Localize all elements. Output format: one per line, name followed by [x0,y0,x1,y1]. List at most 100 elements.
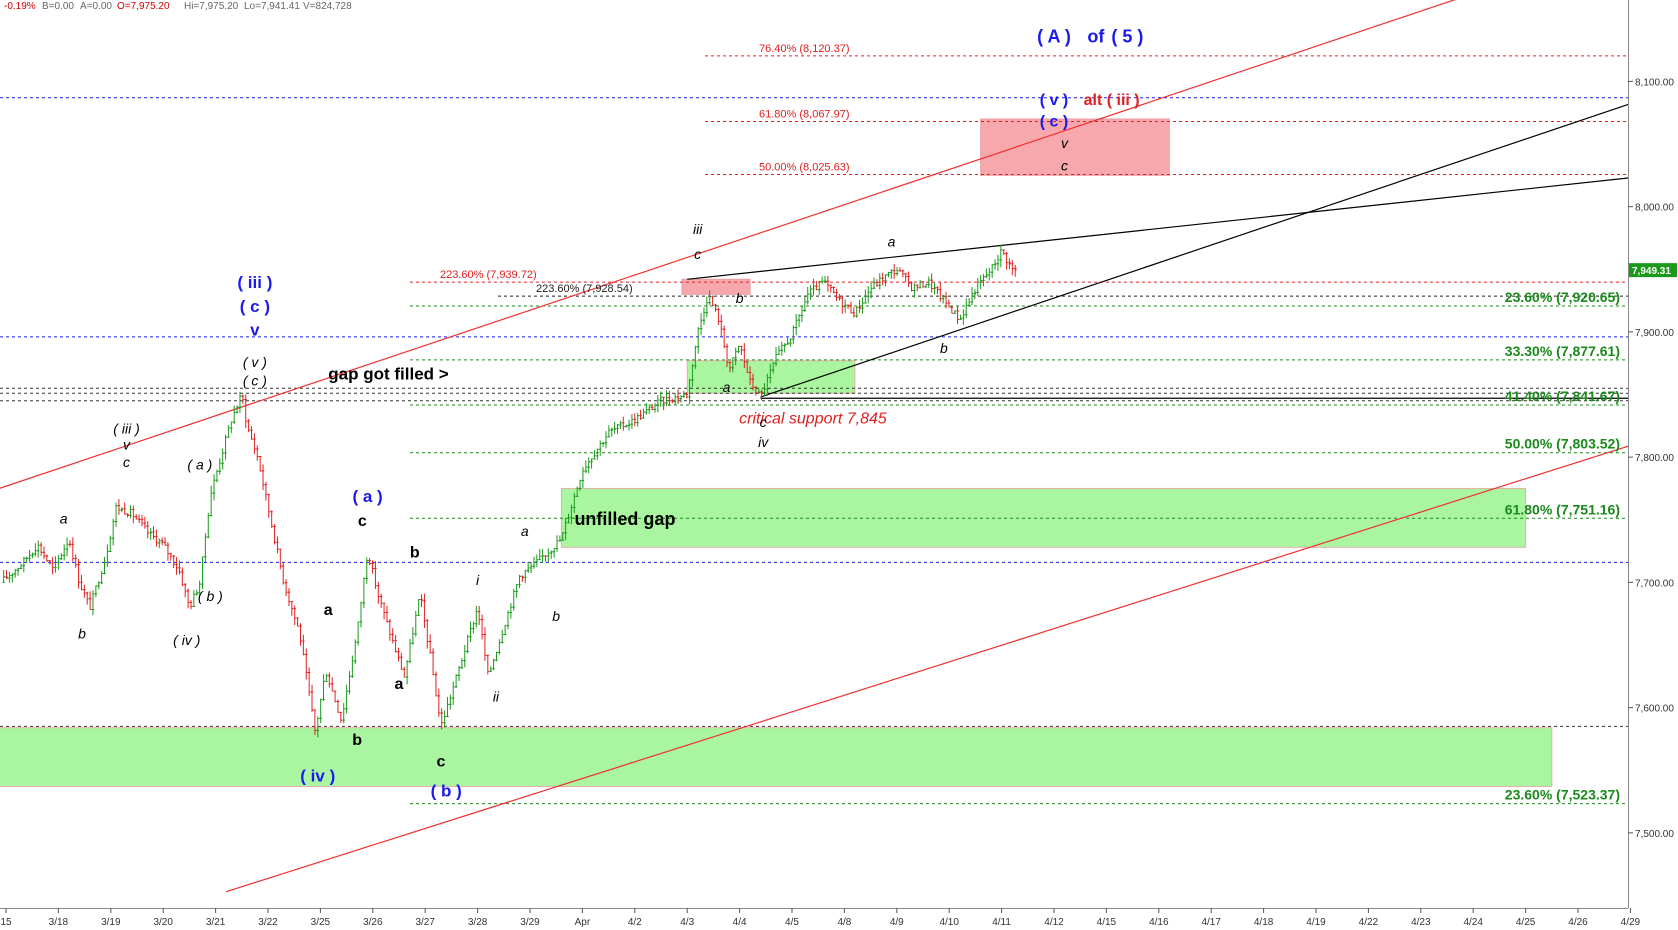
x-tick-label-0: 15 [0,917,12,928]
x-tick-label-22: 4/16 [1149,917,1169,928]
wave-label-7: ( c ) [1040,113,1068,130]
fib-label-8: 50.00% (8,025.63) [759,162,850,174]
x-tick-label-4: 3/21 [206,917,226,928]
header-low: Lo=7,941.41 [244,1,300,12]
x-tick-label-12: 4/2 [628,917,642,928]
header-bid: B=0.00 [42,1,74,12]
fib-label-3: 50.00% (7,803.52) [1505,436,1620,452]
trendline-2 [687,177,1628,280]
x-tick-label-28: 4/24 [1463,917,1483,928]
fib-label-10: 223.60% (7,928.54) [536,283,633,295]
wave-label-5: ( v ) [1040,92,1068,109]
header-ask: A=0.00 [80,1,112,12]
wave-label-4: ( 5 ) [1111,27,1143,47]
y-tick-label-1: 7,600.00 [1635,704,1674,715]
wave-label-1: critical support 7,845 [739,410,887,427]
x-tick-label-19: 4/11 [992,917,1011,928]
fib-label-7: 61.80% (8,067.97) [759,109,850,121]
x-tick-label-24: 4/18 [1254,917,1274,928]
x-tick-label-20: 4/12 [1044,917,1064,928]
zone-2 [0,727,1553,788]
wave-label-40: c [760,414,767,430]
wave-label-39: a [723,379,731,395]
x-tick-label-27: 4/23 [1411,917,1431,928]
wave-label-25: a [324,602,333,619]
wave-label-33: ii [493,688,500,704]
wave-label-8: v [1061,135,1069,151]
header-open: O=7,975.20 [117,1,170,12]
wave-label-9: c [1061,157,1068,173]
x-tick-label-21: 4/15 [1097,917,1117,928]
y-tick-label-3: 7,800.00 [1635,453,1674,464]
fib-label-1: 33.30% (7,877.61) [1505,343,1620,359]
plot-layer [0,0,1628,893]
wave-label-20: ( iv ) [173,632,200,648]
y-tick-label-2: 7,700.00 [1635,578,1674,589]
x-tick-label-2: 3/19 [101,917,121,928]
fib-label-0: 23.60% (7,920.65) [1505,289,1620,305]
wave-label-21: a [60,511,68,527]
wave-label-22: b [78,626,86,642]
y-tick-label-5: 8,000.00 [1635,203,1674,214]
wave-label-30: c [436,753,445,770]
wave-label-18: ( a ) [187,457,212,473]
wave-label-11: ( c ) [240,297,270,316]
zone-3 [980,118,1170,176]
fib-label-6: 76.40% (8,120.37) [759,43,850,55]
zone-label-0: unfilled gap [574,509,675,529]
wave-label-14: ( c ) [243,373,267,389]
x-tick-label-11: Apr [575,917,591,928]
x-tick-label-5: 3/22 [258,917,278,928]
x-tick-label-31: 4/29 [1621,917,1641,928]
header-change: -0.19% [4,1,36,12]
wave-label-0: gap got filled > [328,364,448,383]
x-tick-label-13: 4/3 [680,917,694,928]
x-tick-label-23: 4/17 [1201,917,1221,928]
wave-label-37: c [694,246,701,262]
wave-label-6: alt ( iii ) [1084,92,1140,109]
x-tick-label-14: 4/4 [733,917,747,928]
x-tick-label-6: 3/25 [311,917,331,928]
trendline-0 [0,0,1456,489]
wave-label-23: ( a ) [352,487,382,506]
y-tick-label-0: 7,500.00 [1635,829,1674,840]
wave-label-10: ( iii ) [237,273,272,292]
x-tick-label-25: 4/19 [1306,917,1326,928]
y-axis: 7,949.31 [1628,0,1677,908]
wave-label-43: b [940,340,948,356]
wave-label-12: v [250,321,260,340]
zone-4 [681,278,751,295]
x-tick-label-16: 4/8 [837,917,851,928]
x-tick-label-15: 4/5 [785,917,799,928]
last-price-label: 7,949.31 [1632,266,1671,277]
zone-1 [686,360,856,394]
header-volume: V=824,728 [303,1,352,12]
x-tick-label-29: 4/25 [1516,917,1536,928]
y-tick-label-6: 8,100.00 [1635,77,1674,88]
wave-label-35: b [552,608,560,624]
x-tick-label-30: 4/26 [1568,917,1588,928]
fib-label-9: 223.60% (7,939.72) [440,269,537,281]
fib-label-4: 61.80% (7,751.16) [1505,501,1620,517]
wave-label-24: c [358,513,367,530]
wave-label-42: a [888,234,896,250]
wave-label-27: b [410,544,420,561]
x-tick-label-3: 3/20 [153,917,173,928]
wave-label-36: iii [693,221,703,237]
wave-label-38: b [736,290,744,306]
wave-label-26: a [395,676,404,693]
x-tick-label-17: 4/9 [890,917,904,928]
wave-label-19: ( b ) [198,588,223,604]
trendline-3 [760,103,1628,398]
x-tick-label-18: 4/10 [939,917,959,928]
x-tick-label-26: 4/22 [1359,917,1379,928]
wave-label-28: b [352,732,362,749]
wave-label-29: ( iv ) [300,767,335,786]
x-axis: 15 3/18 3/19 3/20 3/21 3/22 3/25 3/26 3/27 3/28 3/… [0,908,1641,928]
trendline-1 [225,445,1628,893]
x-tick-label-7: 3/26 [363,917,383,928]
last-price-box [1629,263,1677,278]
header-high: Hi=7,975.20 [184,1,239,12]
